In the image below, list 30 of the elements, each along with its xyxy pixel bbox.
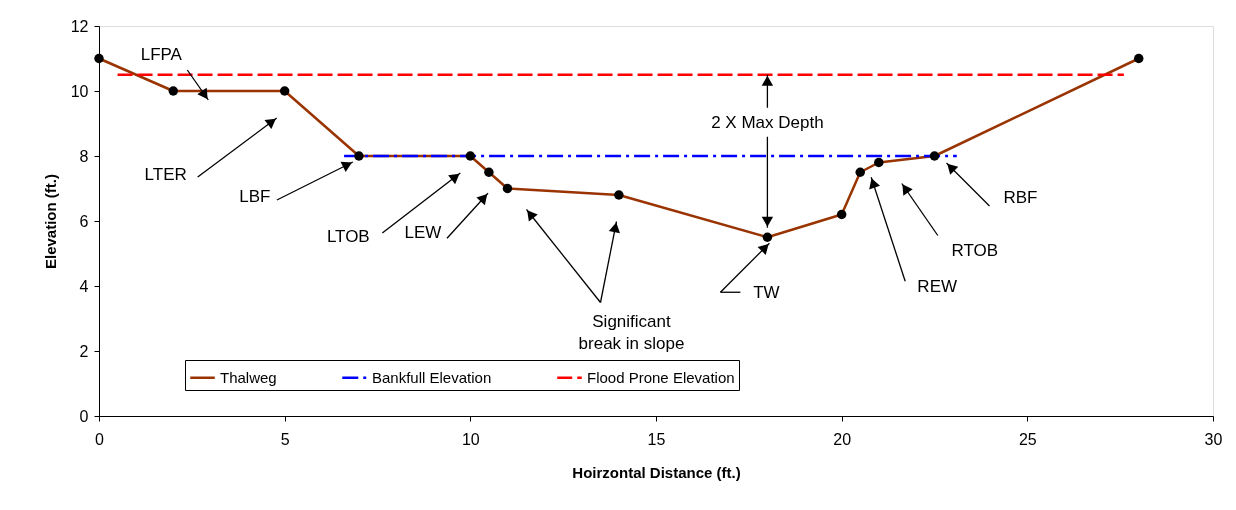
y-tick-label: 6 [79, 212, 89, 230]
y-tick-label: 12 [70, 17, 89, 35]
y-tick-label: 8 [79, 147, 89, 165]
annotation: Significant break in slope [578, 311, 685, 353]
legend-label: Flood Prone Elevation [587, 368, 735, 386]
legend-label: Bankfull Elevation [372, 368, 492, 386]
y-axis-title: Elevation (ft.) [41, 173, 59, 270]
x-tick-label: 10 [461, 430, 480, 448]
annotation: RTOB [951, 240, 999, 260]
x-tick-label: 25 [1018, 430, 1037, 448]
x-tick-label: 20 [833, 430, 852, 448]
y-tick-label: 10 [70, 82, 89, 100]
annotation: LBF [239, 187, 271, 206]
x-axis-title: Hoirzontal Distance (ft.) [572, 463, 741, 481]
annotation: LEW [404, 223, 442, 243]
annotation: LFPA [140, 45, 183, 64]
annotation: LTOB [326, 227, 370, 246]
x-tick-label: 15 [647, 430, 666, 448]
annotation: TW [753, 283, 780, 303]
x-tick-label: 30 [1204, 430, 1223, 448]
annotation: 2 X Max Depth [711, 112, 824, 132]
y-tick-label: 2 [79, 342, 89, 360]
y-tick-label: 0 [79, 407, 89, 425]
x-tick-label: 5 [280, 430, 290, 448]
annotation: LTER [144, 165, 187, 184]
legend-label: Thalweg [220, 368, 277, 386]
x-tick-label: 0 [95, 430, 105, 448]
annotation: RBF [1003, 188, 1038, 207]
annotation: REW [917, 277, 958, 297]
y-tick-label: 4 [79, 277, 89, 295]
